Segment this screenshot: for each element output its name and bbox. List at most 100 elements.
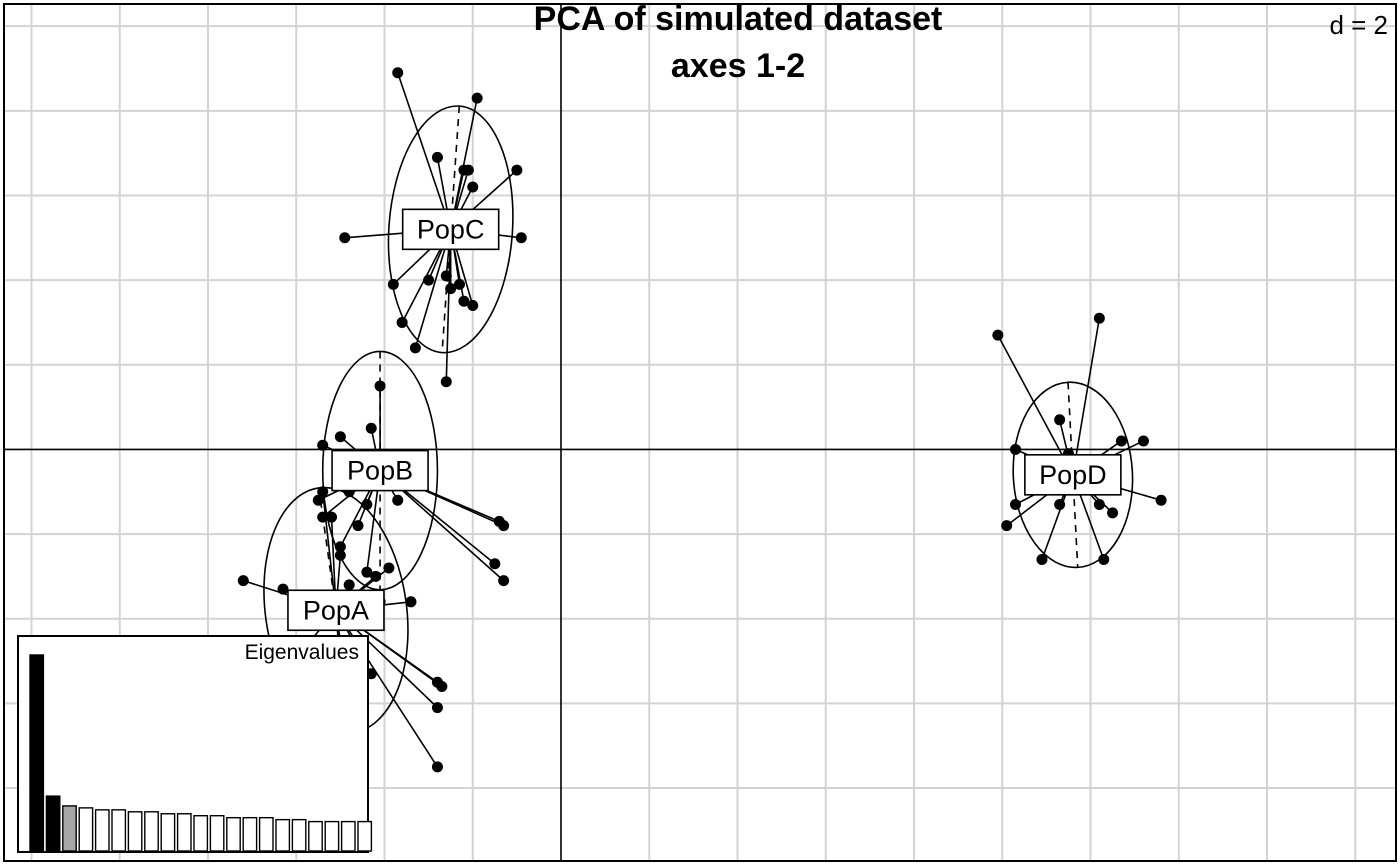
data-point: [370, 570, 382, 582]
eigenvalue-bar: [176, 813, 192, 852]
data-point: [489, 558, 501, 570]
group-label-box: [287, 589, 385, 632]
eigenvalue-bars: [29, 654, 373, 852]
eigenvalue-bar: [45, 795, 61, 852]
eigenvalues-inset: Eigenvalues: [17, 635, 373, 853]
group-label-popb: PopB: [331, 449, 429, 492]
group-label-box: [1024, 454, 1122, 496]
data-point: [467, 181, 479, 193]
data-point: [392, 494, 404, 506]
data-point: [992, 329, 1004, 341]
data-point: [436, 680, 448, 692]
group-label-popd: PopD: [1024, 454, 1122, 496]
data-point: [1093, 498, 1105, 510]
data-point: [392, 67, 404, 79]
data-point: [1010, 443, 1022, 455]
group-label-popc: PopC: [401, 208, 500, 251]
data-point: [1054, 414, 1066, 426]
group-label-text: PopD: [1039, 460, 1107, 490]
data-point: [1093, 312, 1105, 324]
data-point: [339, 232, 351, 244]
data-point: [374, 380, 386, 392]
data-point: [1115, 435, 1127, 447]
group-label-popa: PopA: [287, 589, 385, 632]
eigenvalue-bar: [94, 809, 110, 852]
group-label-box: [401, 208, 500, 251]
data-point: [423, 274, 435, 286]
star-segment: [1072, 318, 1101, 475]
data-point: [365, 422, 377, 434]
eigenvalue-bar: [226, 816, 241, 852]
data-point: [1054, 498, 1066, 510]
data-point: [405, 596, 417, 608]
group-label-box: [331, 449, 429, 492]
data-point: [334, 431, 346, 443]
data-point: [440, 270, 452, 282]
group-label-text: PopA: [303, 595, 369, 625]
data-point: [458, 295, 470, 307]
grid-lines: [5, 5, 1395, 860]
data-point: [462, 164, 474, 176]
data-point: [396, 316, 408, 328]
data-point: [383, 562, 395, 574]
data-point: [440, 376, 452, 388]
grid-scale-label: d = 2: [1329, 10, 1388, 40]
origin-axes: [5, 5, 1395, 860]
data-point: [277, 583, 289, 595]
star-segment: [396, 72, 452, 230]
eigenvalue-bar: [193, 815, 209, 852]
eigenvalue-bar: [209, 815, 225, 852]
eigenvalue-bar: [62, 805, 77, 852]
data-point: [1010, 498, 1022, 510]
data-point: [361, 566, 373, 578]
eigenvalue-bar: [340, 820, 356, 852]
data-point: [409, 342, 421, 354]
data-point: [445, 283, 457, 295]
eigenvalue-bar: [78, 807, 94, 852]
data-point: [1036, 553, 1048, 565]
eigenvalue-bar: [308, 820, 323, 852]
data-point: [511, 164, 523, 176]
eigenvalue-bar: [29, 654, 45, 852]
eigenvalue-bar: [324, 820, 340, 852]
data-point: [387, 278, 399, 290]
data-point: [317, 486, 329, 498]
data-point: [454, 278, 466, 290]
eigenvalue-bar: [242, 816, 258, 852]
group-layer: PopC PopB PopA PopD: [237, 67, 1167, 773]
eigenvalue-bar: [160, 813, 176, 852]
eigenvalue-bar: [357, 820, 373, 852]
data-point: [1137, 435, 1149, 447]
data-point: [1001, 520, 1013, 532]
eigenvalues-title: Eigenvalues: [245, 641, 359, 664]
plot-frame: [3, 3, 1397, 862]
data-point: [498, 520, 510, 532]
data-point: [515, 232, 527, 244]
data-point: [431, 151, 443, 163]
data-point: [237, 575, 249, 587]
data-point: [334, 549, 346, 561]
data-point: [467, 300, 479, 312]
data-point: [471, 92, 483, 104]
group-ellipse: [387, 105, 514, 354]
star-segment: [445, 229, 452, 382]
data-point: [1155, 494, 1167, 506]
data-point: [317, 439, 329, 451]
group-label-text: PopC: [417, 214, 485, 244]
data-point: [1107, 507, 1119, 519]
star-segment: [997, 334, 1074, 476]
eigenvalue-bar: [275, 818, 291, 852]
data-point: [334, 541, 346, 553]
eigenvalue-bar: [111, 809, 127, 852]
data-point: [343, 579, 355, 591]
data-point: [1098, 553, 1110, 565]
data-point: [431, 761, 443, 773]
eigenvalue-bar: [127, 811, 143, 852]
data-point: [326, 511, 338, 523]
eigenvalue-bar: [291, 818, 307, 852]
data-point: [498, 575, 510, 587]
group-label-text: PopB: [347, 456, 413, 486]
chart-title-line-1: PCA of simulated dataset: [534, 0, 943, 38]
eigenvalue-bar: [144, 811, 159, 852]
